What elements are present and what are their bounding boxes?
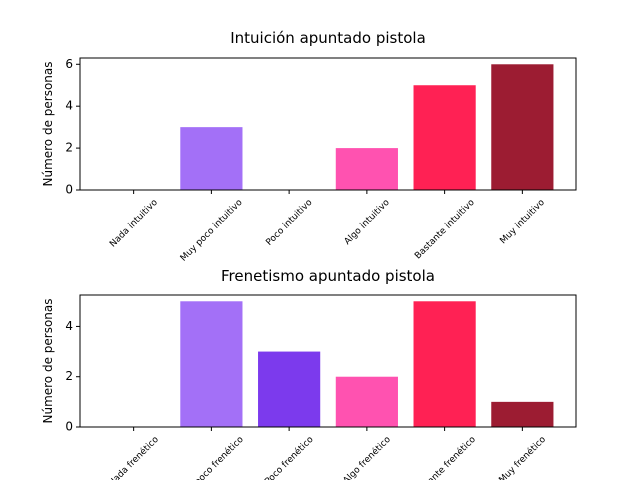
x-tick-label: Algo frenético <box>341 434 393 480</box>
y-tick-label: 2 <box>65 141 73 155</box>
y-axis-label: Número de personas <box>41 61 55 186</box>
x-tick-label: Bastante frenético <box>411 434 478 480</box>
y-tick-label: 6 <box>65 57 73 71</box>
y-tick-label: 4 <box>65 319 73 333</box>
x-tick-label: Muy poco intuitivo <box>179 197 245 263</box>
x-tick-label: Poco intuitivo <box>264 197 314 247</box>
y-axis-label: Número de personas <box>41 298 55 423</box>
axes-frame <box>79 294 577 428</box>
x-tick-label: Muy poco frenético <box>177 434 246 480</box>
x-tick-label: Bastante intuitivo <box>413 197 477 261</box>
x-tick-label: Muy intuitivo <box>499 197 548 246</box>
chart-title: Frenetismo apuntado pistola <box>221 267 435 285</box>
bar <box>335 148 398 190</box>
y-tick-label: 2 <box>65 369 73 383</box>
bar <box>180 301 243 427</box>
y-tick-label: 0 <box>65 183 73 197</box>
bar <box>491 401 554 427</box>
bar <box>491 64 554 190</box>
axes-frame <box>79 57 577 191</box>
bar <box>413 85 476 190</box>
bar <box>335 376 398 427</box>
x-tick-label: Nada frenético <box>106 434 161 480</box>
chart-title: Intuición apuntado pistola <box>230 29 426 47</box>
bar <box>413 301 476 427</box>
x-tick-label: Algo intuitivo <box>343 197 393 247</box>
x-tick-label: Poco frenético <box>263 434 316 480</box>
y-tick-label: 0 <box>65 420 73 434</box>
bar <box>258 351 321 427</box>
x-tick-label: Nada intuitivo <box>108 197 160 249</box>
x-tick-label: Muy frenético <box>497 434 549 480</box>
y-tick-label: 4 <box>65 99 73 113</box>
bar <box>180 127 243 190</box>
